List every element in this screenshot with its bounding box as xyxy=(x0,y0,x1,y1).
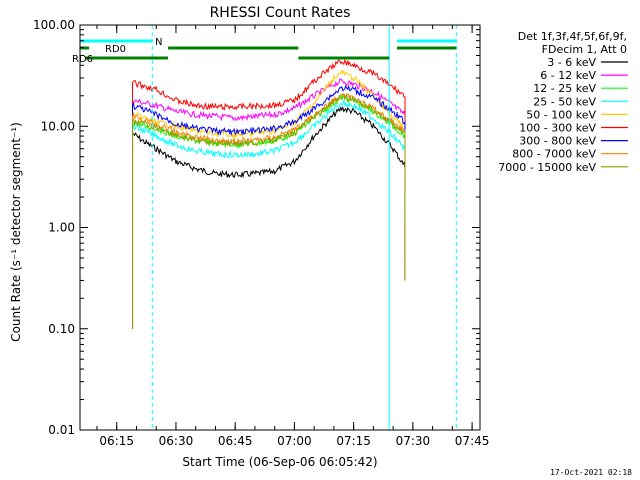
series-line xyxy=(132,92,406,329)
x-tick-label: 06:45 xyxy=(218,434,253,448)
plot-frame xyxy=(79,24,481,431)
series-line xyxy=(132,84,406,329)
attenuator-label: RD0 xyxy=(105,44,126,55)
legend-label: 50 - 100 keV xyxy=(526,108,596,121)
legend-label: 7000 - 15000 keV xyxy=(498,161,596,174)
y-tick-label: 10.00 xyxy=(41,119,75,133)
y-axis-label: Count Rate (s⁻¹ detector segment⁻¹) xyxy=(9,122,23,342)
y-tick-label: 100.00 xyxy=(33,18,75,32)
chart-title: RHESSI Count Rates xyxy=(210,5,351,21)
x-tick-label: 06:30 xyxy=(159,434,194,448)
y-tick-label: 0.10 xyxy=(48,322,75,336)
series-line xyxy=(132,105,406,329)
attenuator-bars: N RD0 RD6 xyxy=(72,37,457,65)
legend-header: Det 1f,3f,4f,5f,6f,9f,FDecim 1, Att 0 xyxy=(518,30,627,56)
series-line xyxy=(132,58,406,329)
axes: 0.01 0.10 1.00 10.00 100.00 06:15 06:30 06:45 07… xyxy=(33,18,489,448)
series-line xyxy=(132,78,406,329)
legend-label: 25 - 50 keV xyxy=(533,95,596,108)
x-tick-label: 07:30 xyxy=(396,434,431,448)
x-tick-label: 07:00 xyxy=(277,434,312,448)
x-tick-label: 07:15 xyxy=(336,434,371,448)
legend-header-line: FDecim 1, Att 0 xyxy=(542,43,627,56)
series-line xyxy=(132,93,406,329)
series-layer xyxy=(132,58,406,329)
attenuator-label: N xyxy=(155,37,162,48)
x-axis-label: Start Time (06-Sep-06 06:05:42) xyxy=(182,455,377,469)
legend-header-line: Det 1f,3f,4f,5f,6f,9f, xyxy=(518,30,627,43)
series-line xyxy=(132,100,406,329)
legend-label: 300 - 800 keV xyxy=(519,135,596,148)
legend-label: 12 - 25 keV xyxy=(533,82,596,95)
generation-timestamp: 17-Oct-2021 02:18 xyxy=(550,468,632,477)
x-tick-label: 07:45 xyxy=(455,434,490,448)
x-tick-label: 06:15 xyxy=(99,434,134,448)
legend-label: 3 - 6 keV xyxy=(547,56,596,69)
legend-label: 100 - 300 keV xyxy=(519,122,596,135)
legend-label: 800 - 7000 keV xyxy=(512,148,596,161)
y-tick-label: 1.00 xyxy=(48,221,75,235)
y-tick-label: 0.01 xyxy=(48,423,75,437)
attenuator-label: RD6 xyxy=(72,54,93,65)
legend-label: 6 - 12 keV xyxy=(540,69,596,82)
